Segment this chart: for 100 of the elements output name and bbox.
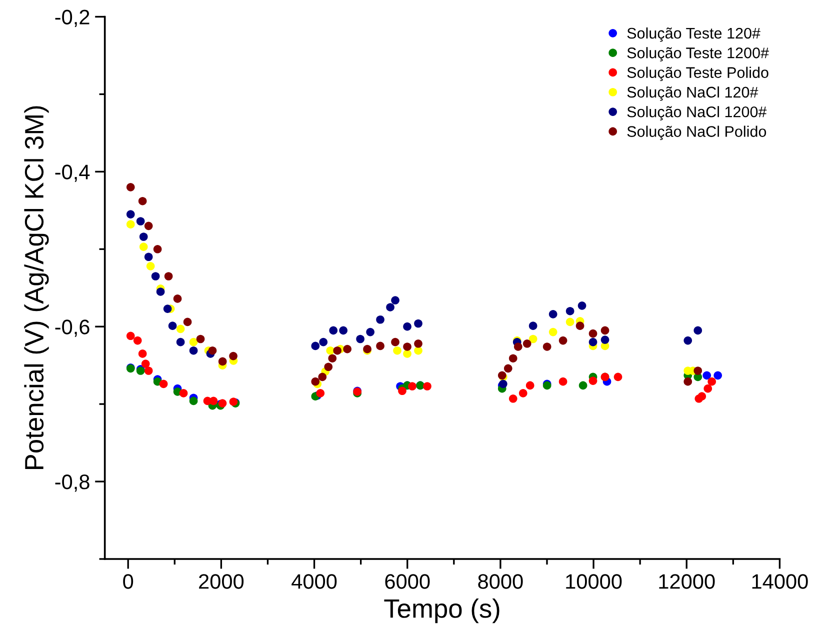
point [694, 366, 702, 375]
x-tick-label: 4000 [292, 574, 337, 589]
point [136, 217, 145, 226]
x-tick-label: 14000 [752, 574, 808, 589]
point [138, 196, 147, 206]
point [126, 220, 135, 229]
point [684, 336, 692, 345]
point [414, 346, 422, 355]
point [403, 322, 412, 331]
point [141, 360, 150, 368]
point [423, 382, 432, 390]
y-tick-label: -0,4 [55, 164, 90, 182]
legend-label: Solução NaCl Polido [627, 126, 766, 140]
point [144, 252, 153, 262]
point [391, 296, 400, 304]
point [600, 326, 610, 335]
point [133, 336, 142, 345]
point [588, 329, 598, 338]
point [173, 294, 182, 303]
point [179, 389, 188, 398]
point [526, 381, 534, 390]
point [153, 244, 162, 254]
point [704, 384, 712, 393]
point [319, 338, 328, 346]
x-tick-label: 12000 [659, 574, 715, 589]
point [311, 377, 320, 386]
point [386, 303, 394, 312]
legend-label: Solução Teste 1200# [627, 47, 769, 62]
point [708, 377, 716, 386]
point [614, 372, 622, 382]
legend-label: Solução NaCl 120# [627, 86, 758, 101]
point [189, 396, 198, 406]
point [588, 376, 598, 385]
point [694, 326, 702, 335]
point [393, 346, 402, 355]
point [196, 334, 205, 344]
x-tick-label: 8000 [478, 574, 523, 589]
legend-label: Solução NaCl 1200# [627, 106, 767, 120]
point [376, 342, 384, 350]
point [208, 346, 217, 355]
point [229, 352, 238, 360]
point [146, 262, 155, 270]
point [168, 322, 177, 330]
y-tick-label: -0,8 [55, 474, 90, 492]
point [138, 350, 147, 358]
x-tick-label: 6000 [385, 574, 430, 589]
point [189, 346, 198, 355]
point [588, 338, 598, 346]
point [698, 392, 706, 400]
point [391, 338, 400, 346]
point [218, 357, 227, 366]
point [183, 318, 192, 326]
point [139, 242, 148, 251]
point [126, 183, 135, 192]
point [376, 315, 384, 324]
point [139, 232, 148, 241]
point [164, 272, 173, 280]
point [702, 371, 712, 380]
point [578, 302, 586, 310]
point [403, 350, 412, 358]
point [558, 377, 568, 386]
point [558, 336, 568, 345]
point [156, 288, 165, 296]
point [329, 326, 338, 335]
point [514, 342, 522, 351]
point [189, 338, 198, 346]
y-tick-label: -0,2 [55, 10, 90, 27]
point [504, 364, 512, 373]
y-axis-title: Potencial (V) (Ag/AgCl KCl 3M) [24, 106, 49, 470]
point [163, 304, 172, 313]
point [339, 326, 348, 335]
x-tick-label: 10000 [566, 574, 622, 589]
point [366, 328, 374, 336]
legend-label: Solução Teste Polido [627, 66, 768, 82]
point [126, 332, 135, 340]
point [324, 362, 333, 372]
point [328, 354, 337, 363]
point [508, 394, 518, 403]
point [508, 354, 518, 363]
point [326, 346, 335, 355]
point [126, 210, 135, 218]
point [333, 346, 342, 355]
point [318, 372, 327, 382]
point [144, 366, 153, 375]
y-tick-label: -0,6 [55, 320, 90, 337]
point [398, 386, 406, 396]
point [356, 334, 364, 344]
point [576, 322, 584, 330]
point [151, 272, 160, 280]
point [159, 380, 168, 388]
point [684, 377, 692, 386]
point [176, 324, 185, 334]
point [600, 336, 610, 344]
point [522, 339, 532, 348]
point [144, 222, 153, 230]
point [176, 338, 185, 346]
point [403, 342, 412, 351]
x-tick-label: 2000 [199, 574, 244, 589]
point [311, 342, 320, 350]
point [566, 306, 574, 316]
